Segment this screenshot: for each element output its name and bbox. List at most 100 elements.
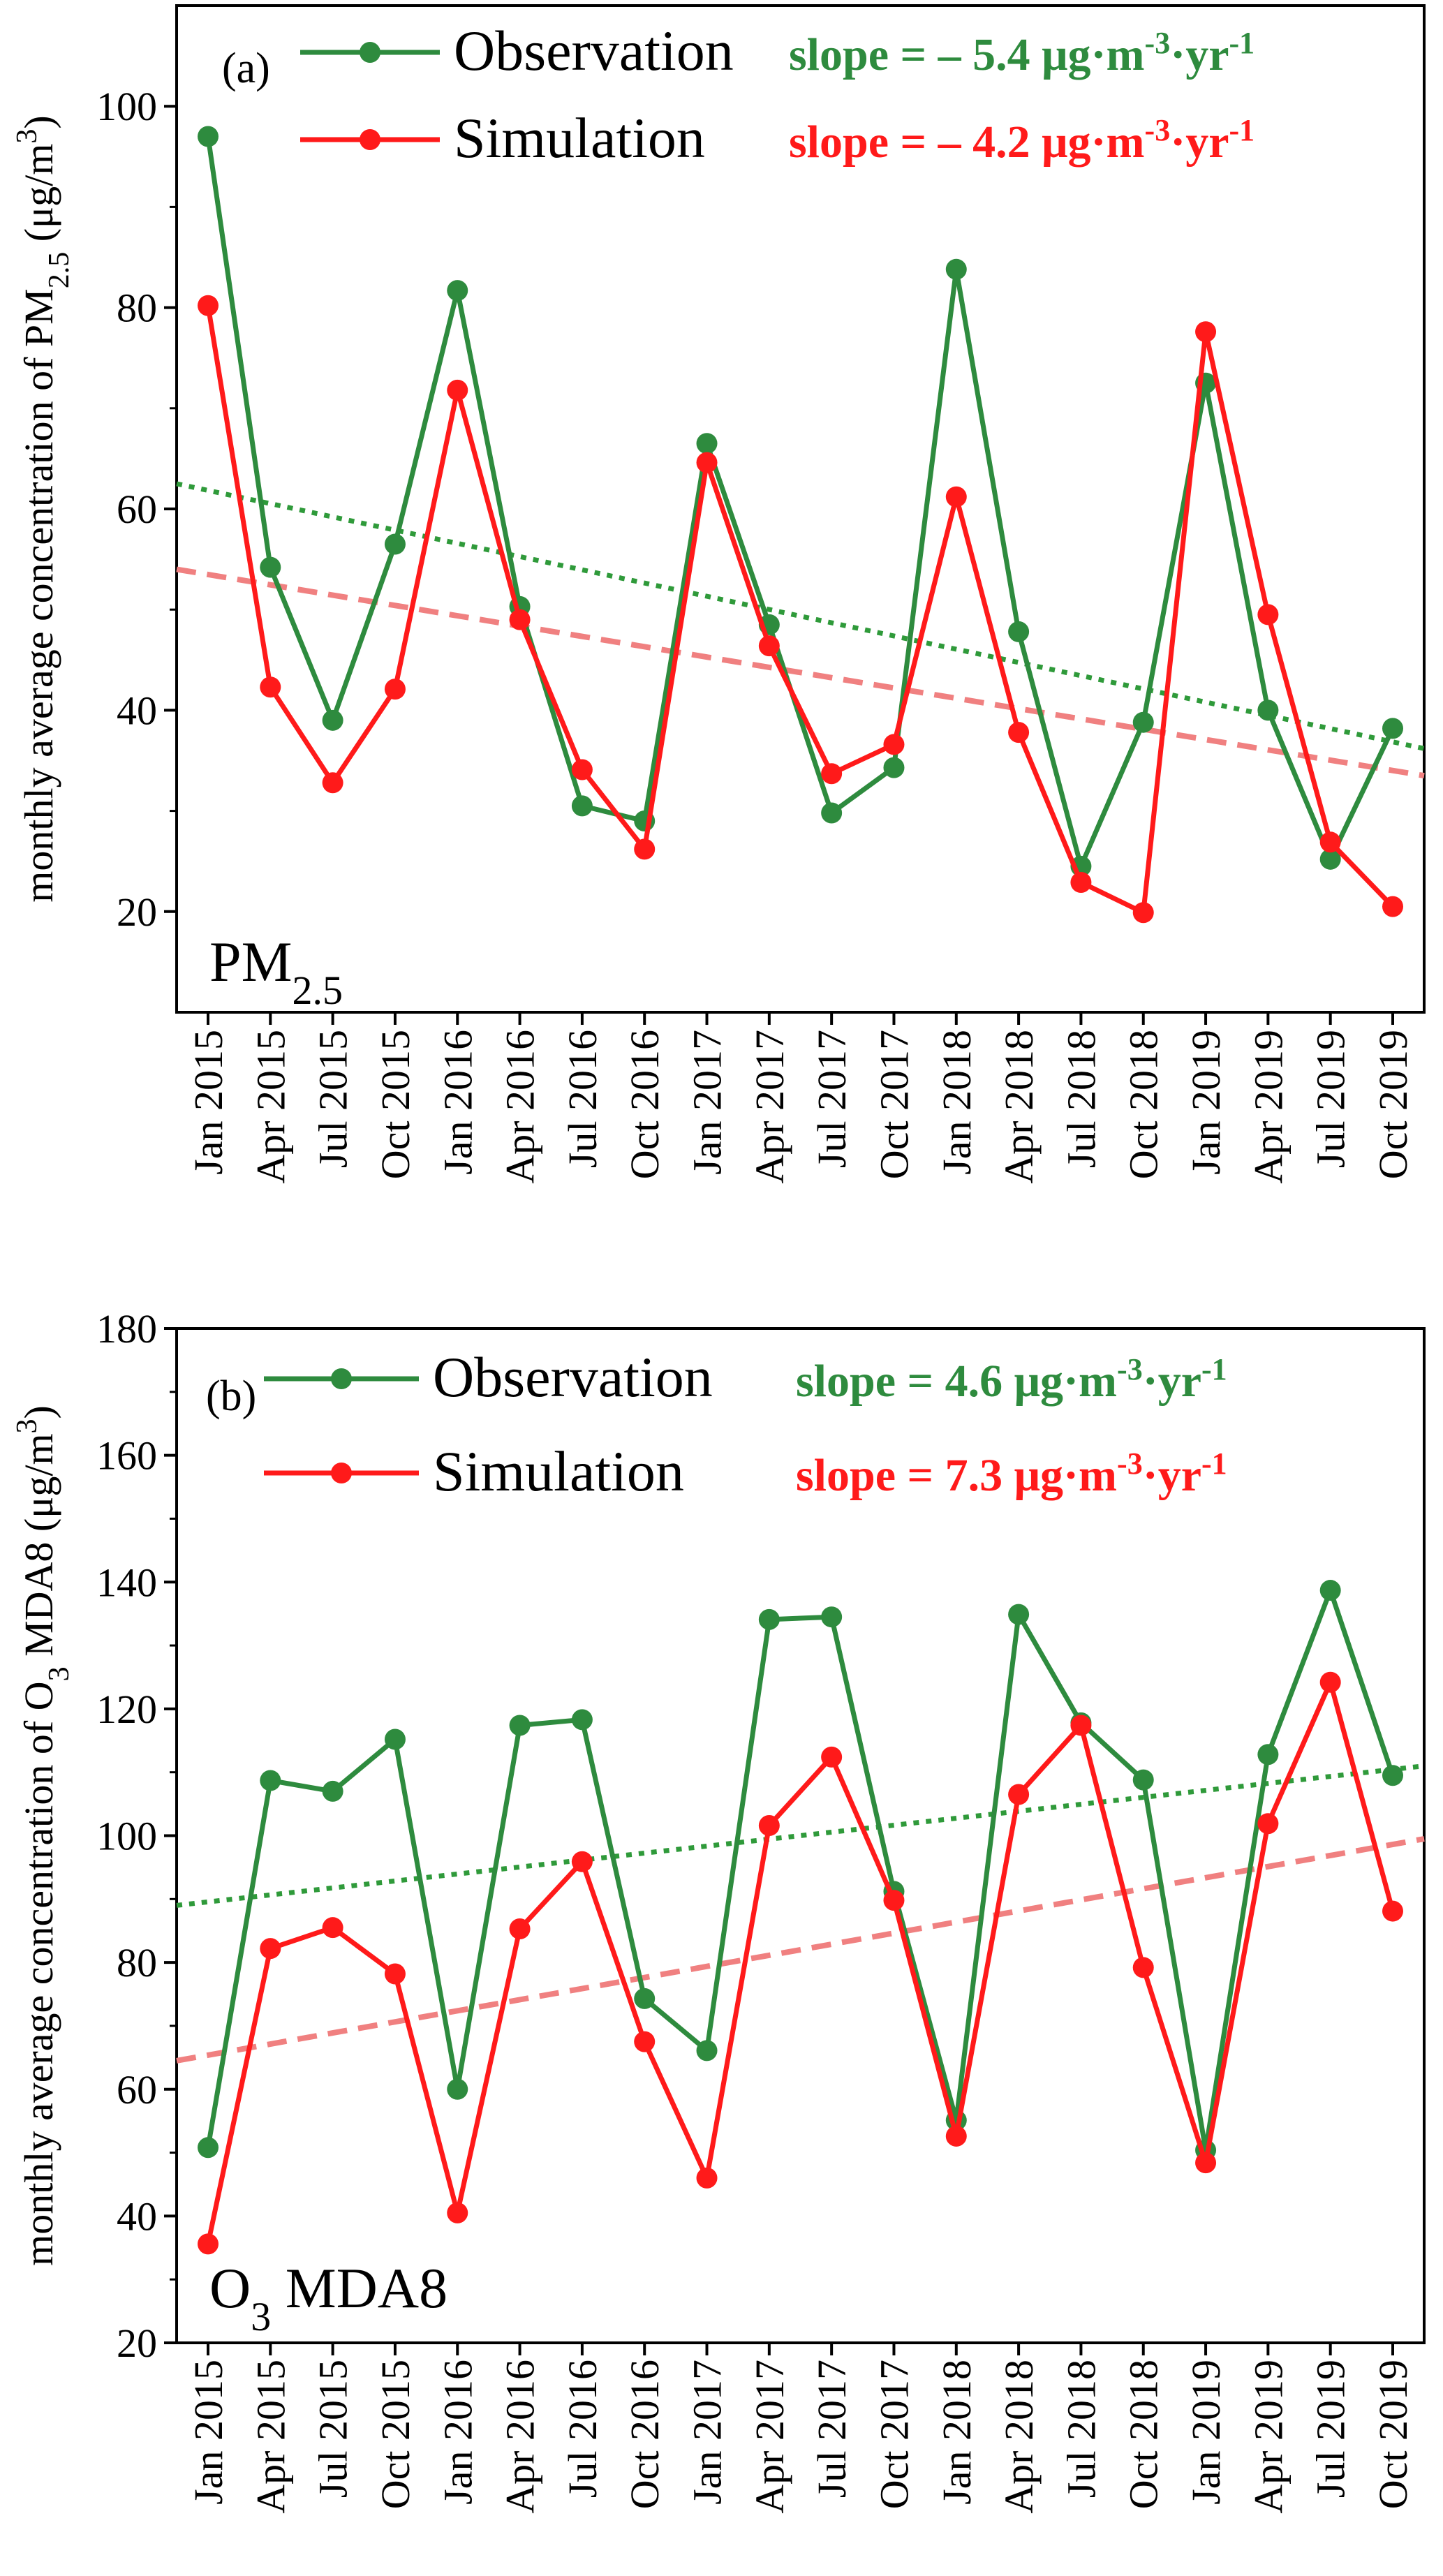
y-tick-label: 120: [96, 1687, 157, 1732]
x-tick-label: Apr 2019: [1245, 2360, 1291, 2514]
x-tick-label: Apr 2015: [248, 2360, 293, 2514]
x-tick-label: Apr 2016: [498, 1030, 543, 1184]
simulation-point: [322, 1917, 343, 1939]
x-tick-label: Apr 2016: [498, 2360, 543, 2514]
x-tick-label: Oct 2015: [373, 1030, 418, 1179]
y-tick-label: 20: [117, 889, 157, 935]
y-tick-label: 80: [117, 1940, 157, 1985]
x-tick-label: Jan 2017: [685, 2360, 730, 2505]
x-tick-label: Oct 2017: [871, 1030, 917, 1179]
observation-point: [571, 1709, 593, 1731]
simulation-point: [758, 635, 780, 657]
simulation-point: [1257, 1813, 1279, 1835]
simulation-point: [1319, 831, 1341, 853]
simulation-slope-text: slope = – 4.2 μg·m-3·yr-1: [789, 113, 1255, 168]
x-tick-label: Apr 2018: [996, 2360, 1042, 2514]
observation-point: [384, 533, 406, 555]
x-tick-label: Jul 2015: [311, 1030, 356, 1168]
observation-point: [509, 1715, 531, 1736]
legend-observation-marker: [360, 42, 380, 63]
simulation-point: [634, 838, 656, 860]
observation-slope-text: slope = – 5.4 μg·m-3·yr-1: [789, 26, 1255, 81]
simulation-point: [634, 2031, 656, 2052]
panel-name: PM2.5: [209, 930, 343, 1013]
simulation-point: [322, 772, 343, 794]
simulation-point: [260, 1938, 281, 1960]
simulation-point: [1257, 604, 1279, 626]
observation-point: [571, 795, 593, 817]
x-tick-label: Jul 2019: [1308, 1030, 1354, 1168]
x-tick-label: Jan 2016: [435, 1030, 480, 1175]
observation-trend-line: [176, 1763, 1425, 1908]
panel-letter: (b): [206, 1372, 256, 1420]
observation-point: [758, 1608, 780, 1630]
simulation-point: [1195, 2152, 1217, 2174]
observation-point: [322, 1780, 343, 1802]
observation-point: [198, 2137, 219, 2159]
simulation-point: [447, 2202, 468, 2223]
x-tick-label: Oct 2015: [373, 2360, 418, 2509]
simulation-point: [883, 734, 905, 755]
observation-point: [1008, 1604, 1030, 1625]
observation-point: [1132, 711, 1154, 733]
observation-point: [447, 2078, 468, 2100]
x-tick-label: Oct 2018: [1121, 2360, 1167, 2509]
simulation-series-line: [205, 305, 1395, 915]
x-tick-label: Oct 2019: [1370, 2360, 1416, 2509]
x-tick-label: Jan 2019: [1183, 1030, 1229, 1175]
simulation-point: [758, 1814, 780, 1836]
simulation-point: [1382, 1900, 1403, 1922]
observation-slope-text: slope = 4.6 μg·m-3·yr-1: [796, 1352, 1227, 1407]
x-tick-label: Jan 2018: [934, 1030, 979, 1175]
simulation-point: [1319, 1671, 1341, 1693]
simulation-point: [1008, 1784, 1030, 1805]
x-tick-label: Apr 2018: [996, 1030, 1042, 1184]
y-tick-label: 20: [117, 2320, 157, 2366]
x-tick-label: Jan 2015: [186, 2360, 231, 2505]
x-tick-label: Oct 2016: [622, 1030, 667, 1179]
observation-point: [1257, 699, 1279, 721]
simulation-series-line: [205, 1680, 1396, 2245]
x-tick-label: Jul 2017: [809, 1030, 854, 1168]
simulation-point: [1070, 871, 1092, 893]
y-tick-label: 100: [96, 1814, 157, 1859]
observation-point: [945, 258, 967, 280]
y-tick-label: 100: [96, 84, 157, 129]
x-tick-label: Apr 2017: [747, 1030, 792, 1184]
x-tick-label: Jul 2018: [1058, 1030, 1104, 1168]
y-axis-label: monthly average concentration of O3 MDA8…: [11, 1405, 75, 2266]
observation-point: [322, 709, 343, 731]
observation-point: [821, 802, 843, 824]
observation-point: [1132, 1769, 1154, 1791]
x-tick-label: Jul 2019: [1308, 2360, 1354, 2498]
legend-observation-label: Observation: [454, 19, 734, 82]
x-tick-label: Apr 2017: [747, 2360, 792, 2514]
observation-point: [821, 1606, 843, 1628]
legend-observation-marker: [331, 1368, 352, 1389]
simulation-point: [447, 379, 468, 401]
observation-point: [696, 433, 718, 454]
simulation-point: [1382, 896, 1403, 917]
simulation-point: [696, 2167, 718, 2189]
legend-simulation-label: Simulation: [454, 106, 705, 170]
observation-point: [634, 1987, 656, 2009]
y-tick-label: 160: [96, 1433, 157, 1479]
observation-point: [1319, 848, 1341, 870]
simulation-point: [198, 295, 219, 316]
simulation-point: [696, 452, 718, 473]
legend-simulation-label: Simulation: [433, 1439, 684, 1503]
simulation-point: [1070, 1715, 1092, 1736]
x-tick-label: Oct 2018: [1121, 1030, 1167, 1179]
panel-a-pm25-chart: 20 40 60 80 100 Jan 2015 Apr 2015 Jul 2015 Oct 2…: [11, 4, 1426, 1184]
simulation-slope-text: slope = 7.3 μg·m-3·yr-1: [796, 1446, 1227, 1502]
simulation-point: [260, 676, 281, 698]
simulation-trend-line: [176, 566, 1425, 779]
simulation-point: [198, 2233, 219, 2255]
observation-point: [384, 1729, 406, 1750]
simulation-point: [509, 609, 531, 630]
simulation-point: [1008, 722, 1030, 743]
simulation-point: [1195, 321, 1217, 343]
x-tick-label: Jul 2015: [311, 2360, 356, 2498]
y-tick-label: 140: [96, 1560, 157, 1605]
y-tick-label: 80: [117, 286, 157, 331]
